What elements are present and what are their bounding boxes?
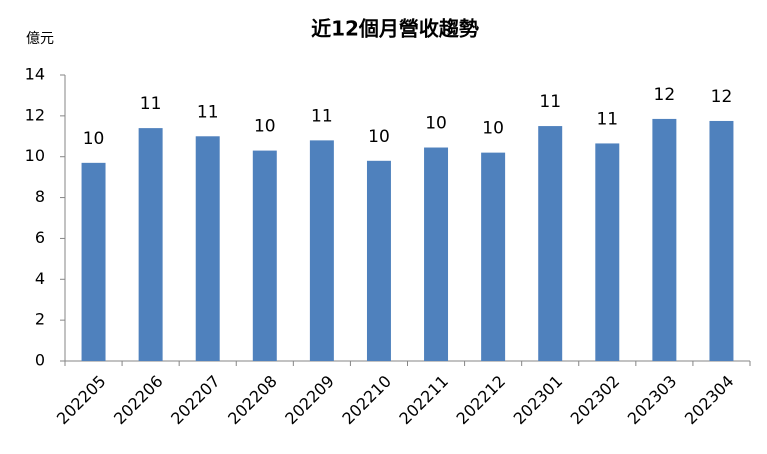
chart-title: 近12個月營收趨勢 bbox=[311, 17, 479, 41]
value-label: 11 bbox=[539, 92, 561, 112]
value-label: 10 bbox=[425, 114, 447, 134]
value-label: 11 bbox=[140, 94, 162, 114]
x-tick-label: 202303 bbox=[624, 372, 681, 429]
bar bbox=[595, 143, 620, 361]
bar bbox=[366, 160, 391, 361]
bar bbox=[652, 118, 677, 362]
x-tick-label: 202211 bbox=[395, 372, 452, 429]
y-tick-label: 14 bbox=[25, 65, 45, 84]
bar bbox=[538, 126, 563, 361]
value-label: 11 bbox=[596, 109, 618, 129]
y-tick-label: 12 bbox=[25, 105, 45, 124]
value-label: 10 bbox=[482, 119, 504, 139]
bar bbox=[481, 152, 506, 361]
bar bbox=[709, 120, 734, 361]
value-label: 10 bbox=[83, 129, 105, 149]
x-tick-label: 202304 bbox=[681, 372, 738, 429]
x-tick-label: 202210 bbox=[338, 372, 395, 429]
y-axis-label: 億元 bbox=[26, 31, 54, 47]
y-tick-label: 10 bbox=[25, 146, 45, 165]
value-label: 10 bbox=[368, 127, 390, 147]
x-tick-label: 202206 bbox=[110, 372, 167, 429]
y-tick-label: 8 bbox=[35, 187, 45, 206]
bar bbox=[195, 136, 220, 361]
y-tick-label: 0 bbox=[35, 351, 45, 370]
value-label: 10 bbox=[254, 117, 276, 137]
x-tick-label: 202207 bbox=[167, 372, 224, 429]
value-label: 11 bbox=[197, 102, 219, 122]
y-tick-label: 2 bbox=[35, 310, 45, 329]
x-tick-label: 202205 bbox=[53, 372, 110, 429]
bar bbox=[252, 150, 277, 361]
x-tick-label: 202209 bbox=[281, 372, 338, 429]
bar bbox=[424, 147, 449, 361]
bar bbox=[309, 140, 334, 361]
value-label: 12 bbox=[711, 87, 733, 107]
value-label: 11 bbox=[311, 106, 333, 126]
value-label: 12 bbox=[654, 85, 676, 105]
y-tick-label: 4 bbox=[35, 269, 45, 288]
x-tick-label: 202302 bbox=[567, 372, 624, 429]
x-tick-label: 202208 bbox=[224, 372, 281, 429]
y-tick-label: 6 bbox=[35, 228, 45, 247]
x-tick-label: 202301 bbox=[510, 372, 567, 429]
x-tick-label: 202212 bbox=[453, 372, 510, 429]
bar bbox=[138, 128, 163, 361]
bar bbox=[81, 162, 106, 361]
